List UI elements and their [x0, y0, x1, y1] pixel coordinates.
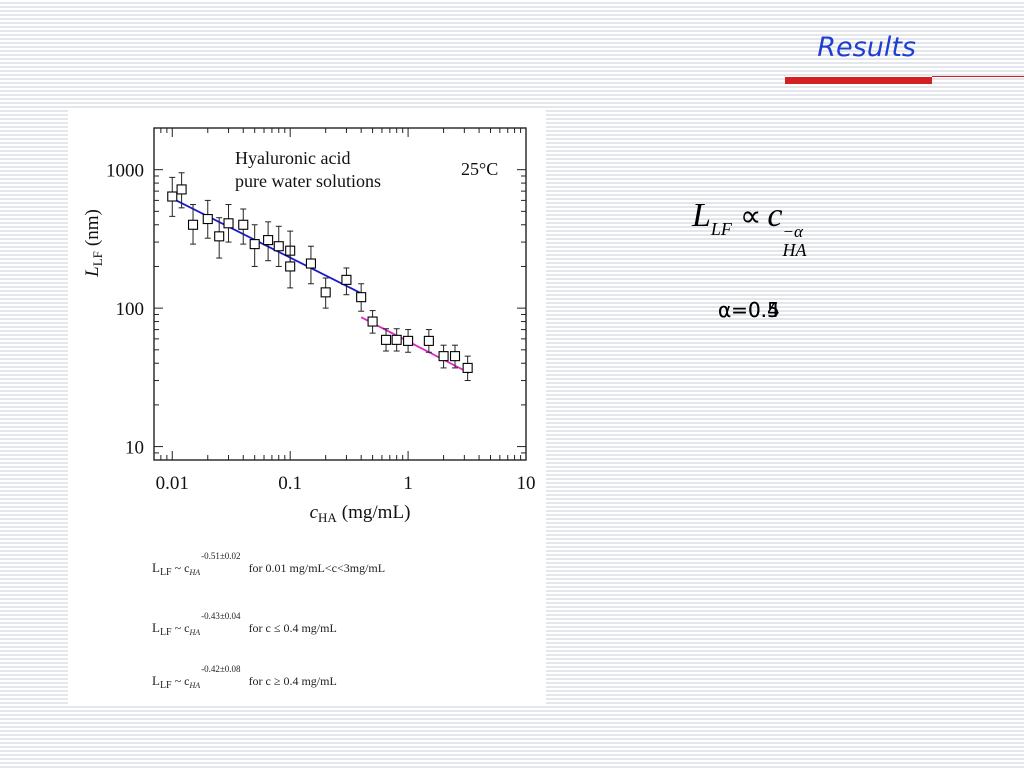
equation-1: LLF ~ cHA-0.51±0.02for 0.01 mg/mL<c<3mg/…: [152, 551, 386, 578]
data-point: [423, 329, 434, 353]
y-tick-label: 100: [116, 299, 145, 320]
equation-3: LLF ~ cHA-0.42±0.08for c ≥ 0.4 mg/mL: [152, 664, 337, 691]
annotation-line-2: pure water solutions: [235, 171, 381, 191]
square-marker: [320, 287, 331, 298]
data-point: [167, 176, 178, 217]
square-marker: [176, 184, 187, 195]
square-marker: [167, 191, 178, 202]
square-marker: [187, 219, 199, 230]
x-tick-label: 0.01: [156, 473, 189, 494]
fit-lines: [171, 197, 470, 374]
title-accent-line: [932, 76, 1024, 77]
square-marker: [238, 219, 249, 230]
square-marker: [356, 292, 367, 303]
chart-labels: Hyaluronic acid pure water solutions 25°…: [82, 148, 498, 525]
data-points: [167, 172, 473, 382]
slide-title: Results: [817, 32, 916, 63]
data-point: [305, 245, 316, 285]
square-marker: [423, 335, 434, 346]
plot-border: [153, 127, 527, 461]
data-point: [273, 225, 284, 267]
data-point: [462, 355, 473, 382]
square-marker: [273, 241, 284, 252]
title-accent-bar: [785, 77, 932, 84]
plot-frame: [153, 127, 527, 461]
annotation-line-1: Hyaluronic acid: [235, 148, 350, 168]
data-point: [356, 283, 367, 312]
data-point: [341, 267, 352, 296]
chart: 0.01 0.1 1 10 10 100 1000 Hyaluronic acid pure…: [82, 127, 536, 525]
alpha-values: α=0.5 α=0.4: [718, 298, 780, 322]
data-point: [214, 217, 225, 259]
data-point: [249, 224, 260, 267]
temperature-label: 25°C: [461, 159, 498, 179]
y-tick-label: 1000: [106, 161, 144, 182]
x-tick-label: 10: [517, 473, 536, 494]
data-point: [176, 172, 187, 209]
data-point: [367, 310, 378, 334]
scaling-formula: LLF ∝ c −α HA: [692, 197, 807, 260]
alpha-value-1: α=0.5: [718, 298, 780, 322]
data-point: [391, 328, 402, 352]
data-point: [187, 204, 199, 245]
x-axis-label: cHA (mg/mL): [310, 502, 411, 525]
x-tick-label: 0.1: [278, 473, 302, 494]
data-point: [285, 245, 296, 289]
square-marker: [403, 335, 414, 346]
data-point: [320, 277, 331, 309]
square-marker: [305, 258, 316, 269]
data-point: [438, 344, 449, 369]
square-marker: [341, 274, 352, 285]
x-tick-label: 1: [403, 473, 413, 494]
data-point: [202, 199, 213, 239]
y-tick-label: 10: [125, 438, 144, 459]
y-axis-label: LLF(nm): [82, 209, 105, 278]
equation-2: LLF ~ cHA-0.43±0.04for c ≤ 0.4 mg/mL: [152, 611, 337, 638]
square-marker: [380, 334, 392, 345]
data-point: [403, 329, 414, 353]
alpha-value-2: α=0.4: [718, 298, 780, 322]
data-point: [223, 204, 234, 243]
square-marker: [285, 261, 296, 272]
square-marker: [367, 316, 378, 327]
fit-line-1: [171, 197, 362, 295]
square-marker: [438, 351, 449, 362]
square-marker: [202, 213, 213, 225]
square-marker: [462, 362, 473, 373]
data-point: [449, 344, 461, 369]
fit-line-2: [360, 316, 470, 374]
square-marker: [263, 235, 274, 246]
square-marker: [223, 218, 234, 229]
data-point: [380, 328, 392, 352]
square-marker: [391, 334, 402, 345]
square-marker: [214, 231, 225, 242]
axis-ticks: 0.01 0.1 1 10 10 100 1000: [106, 127, 536, 494]
figure-panel: 0.01 0.1 1 10 10 100 1000 Hyaluronic acid pure…: [68, 108, 546, 706]
square-marker: [449, 351, 461, 362]
data-point: [238, 208, 249, 245]
data-point: [263, 221, 274, 262]
square-marker: [249, 239, 260, 250]
